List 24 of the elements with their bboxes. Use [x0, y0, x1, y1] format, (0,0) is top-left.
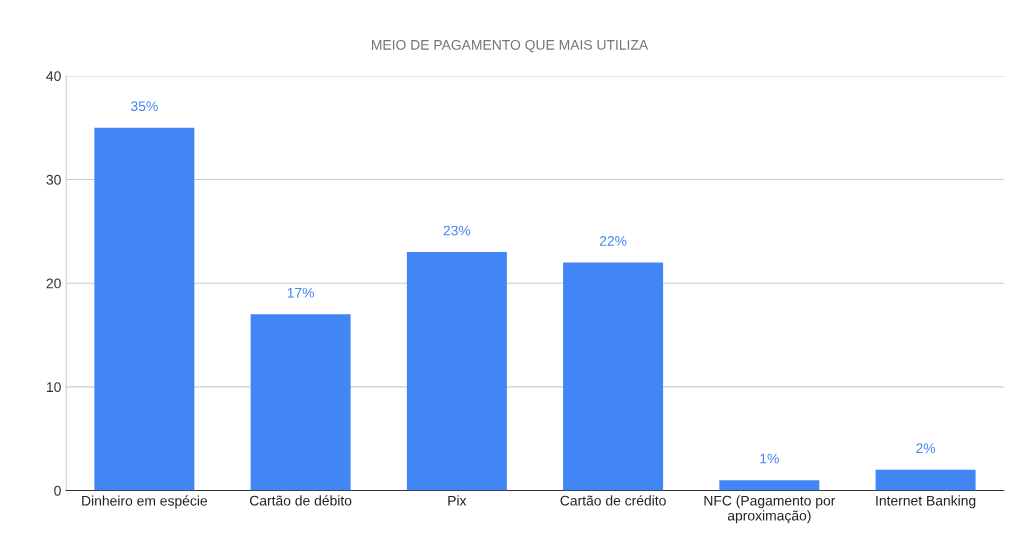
y-tick-label: 10	[46, 382, 61, 393]
x-tick-label: Pix	[448, 495, 467, 506]
data-label: 22%	[599, 235, 627, 246]
bar	[719, 480, 820, 491]
data-label: 23%	[443, 225, 471, 236]
bar	[563, 262, 664, 491]
x-tick-label: NFC (Pagamento por aproximação)	[704, 495, 836, 524]
x-tick-label: Cartão de crédito	[560, 495, 666, 506]
y-tick-label: 30	[46, 174, 61, 185]
y-tick-label: 20	[46, 278, 61, 289]
x-tick-label: Internet Banking	[876, 495, 976, 509]
y-tick-label: 40	[46, 71, 61, 82]
chart-title: MEIO DE PAGAMENTO QUE MAIS UTILIZA	[371, 39, 649, 53]
data-label: 17%	[287, 287, 315, 298]
bar	[406, 252, 507, 491]
data-label: 2%	[916, 443, 936, 454]
bar	[250, 314, 351, 491]
data-label: 1%	[760, 453, 779, 464]
x-tick-label: Cartão de débito	[249, 495, 352, 506]
x-tick-label: Dinheiro em espécie	[82, 495, 208, 509]
data-label: 35%	[130, 101, 158, 112]
bar	[94, 127, 195, 491]
bar	[875, 469, 976, 491]
y-tick-label: 0	[54, 485, 61, 496]
